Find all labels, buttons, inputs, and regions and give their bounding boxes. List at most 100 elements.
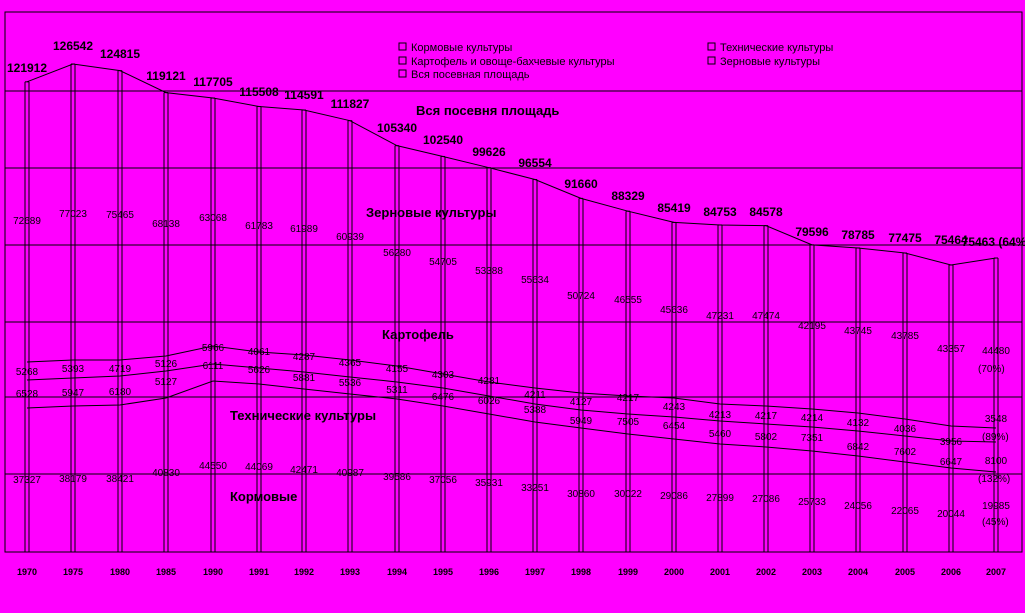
value-label-potato-1997: 4211 <box>524 390 546 401</box>
pct-label-fodder-2007: (45%) <box>982 517 1009 528</box>
value-label-technical-2002: 5802 <box>755 432 778 443</box>
value-label-fodder-2000: 29086 <box>660 491 688 502</box>
value-label-technical-1975: 5947 <box>62 388 85 399</box>
legend-swatch-grain <box>707 56 716 65</box>
value-label-fodder-1997: 33251 <box>521 483 549 494</box>
value-label-fodder-2001: 27899 <box>706 493 734 504</box>
x-tick-label-2002: 2002 <box>756 567 776 577</box>
value-label-technical-1992: 5881 <box>293 373 316 384</box>
annotation-fodder: Кормовые <box>230 489 297 504</box>
value-label-technical-1994: 5311 <box>386 385 408 396</box>
value-label-potato-1994: 4155 <box>386 364 409 375</box>
value-label-total-1992: 114591 <box>284 88 324 102</box>
value-label-fodder-1999: 30022 <box>614 489 642 500</box>
x-tick-label-1998: 1998 <box>571 567 591 577</box>
label-layer: 121912 126542 124815 119121 117705 115508 1145… <box>7 39 1025 577</box>
value-label-total-2007: 75463 (64%) <box>962 235 1025 249</box>
value-label-fodder-1970: 37327 <box>13 475 41 486</box>
value-label-grain-1999: 46555 <box>614 295 642 306</box>
value-label-grain-2004: 43745 <box>844 326 872 337</box>
x-tick-label-1995: 1995 <box>433 567 453 577</box>
legend-label-grain: Зерновые культуры <box>720 56 820 68</box>
value-label-technical-1999: 7505 <box>617 417 640 428</box>
value-label-technical-1998: 5949 <box>570 416 593 427</box>
x-tick-label-1970: 1970 <box>17 567 37 577</box>
value-label-potato-2007: 3548 <box>985 414 1008 425</box>
value-label-grain-1980: 75465 <box>106 210 134 221</box>
value-label-total-1993: 111827 <box>331 97 370 111</box>
value-label-technical-1970: 6528 <box>16 389 39 400</box>
value-label-grain-1997: 55634 <box>521 275 549 286</box>
value-label-grain-2003: 42195 <box>798 321 826 332</box>
pct-label-technical-2007: (132%) <box>978 474 1010 485</box>
legend-swatch-total <box>398 69 407 78</box>
x-tick-label-1993: 1993 <box>340 567 360 577</box>
value-label-total-1985: 119121 <box>146 69 186 83</box>
value-label-fodder-1980: 38421 <box>106 474 134 485</box>
value-label-fodder-2004: 24056 <box>844 501 872 512</box>
x-tick-label-1994: 1994 <box>387 567 407 577</box>
value-label-total-2006: 75464 <box>934 233 968 247</box>
value-label-total-2001: 84753 <box>703 205 737 219</box>
value-label-fodder-1990: 44550 <box>199 461 227 472</box>
value-label-potato-2000: 4243 <box>663 402 686 413</box>
value-label-technical-2006: 6647 <box>940 457 963 468</box>
value-label-grain-2000: 45636 <box>660 305 688 316</box>
value-label-total-1996: 99626 <box>472 145 506 159</box>
value-label-grain-1990: 63068 <box>199 213 227 224</box>
value-label-total-2005: 77475 <box>888 231 922 245</box>
value-label-potato-1975: 5393 <box>62 364 85 375</box>
value-label-technical-1991: 5626 <box>248 365 271 376</box>
legend-label-technical: Технические культуры <box>720 42 833 54</box>
legend-swatch-fodder <box>398 42 407 51</box>
value-label-grain-1992: 61989 <box>290 224 318 235</box>
value-label-potato-2005: 4036 <box>894 424 917 435</box>
annotation-total: Вся посевня площадь <box>416 103 559 118</box>
value-label-potato-1985: 5126 <box>155 359 178 370</box>
value-label-total-2000: 85419 <box>657 201 691 215</box>
value-label-technical-2007: 8100 <box>985 456 1008 467</box>
x-tick-label-2003: 2003 <box>802 567 822 577</box>
value-label-technical-2001: 5460 <box>709 429 732 440</box>
value-label-technical-1996: 6026 <box>478 396 501 407</box>
value-label-total-2003: 79596 <box>795 225 829 239</box>
value-label-grain-2006: 43357 <box>937 344 965 355</box>
value-label-technical-1995: 6476 <box>432 392 455 403</box>
value-label-total-1997: 96554 <box>518 156 552 170</box>
annotation-grain: Зерновые культуры <box>366 205 497 220</box>
value-label-potato-1999: 4217 <box>617 393 640 404</box>
x-tick-label-2007: 2007 <box>986 567 1006 577</box>
value-label-potato-1996: 4281 <box>478 376 501 387</box>
value-label-grain-2007: 44480 <box>982 346 1010 357</box>
value-label-potato-1995: 4303 <box>432 370 455 381</box>
value-label-potato-2001: 4213 <box>709 410 732 421</box>
x-tick-label-2004: 2004 <box>848 567 868 577</box>
value-label-total-1990: 117705 <box>193 75 233 89</box>
value-label-potato-1970: 5268 <box>16 367 39 378</box>
pct-label-potato-2007: (89%) <box>982 432 1009 443</box>
grid-layer <box>4 11 1023 553</box>
value-label-grain-1993: 60939 <box>336 232 364 243</box>
value-label-total-2002: 84578 <box>749 205 783 219</box>
series-line-fodder <box>26 380 997 473</box>
x-tick-label-2001: 2001 <box>710 567 730 577</box>
value-label-fodder-1994: 39586 <box>383 472 411 483</box>
value-label-fodder-1975: 38179 <box>59 474 87 485</box>
legend-label-potato: Картофель и овоще-бахчевые культуры <box>411 56 615 68</box>
x-tick-label-2005: 2005 <box>895 567 915 577</box>
value-label-fodder-1992: 42471 <box>290 465 318 476</box>
value-label-grain-1998: 50724 <box>567 291 595 302</box>
value-label-grain-1985: 68138 <box>152 219 180 230</box>
value-label-potato-2002: 4217 <box>755 411 778 422</box>
x-tick-label-1975: 1975 <box>63 567 83 577</box>
series-line-potato <box>26 345 997 429</box>
x-tick-label-1991: 1991 <box>249 567 269 577</box>
value-label-grain-1991: 61783 <box>245 221 273 232</box>
value-label-fodder-2007: 19985 <box>982 501 1010 512</box>
value-label-fodder-2003: 25733 <box>798 497 826 508</box>
value-label-fodder-1996: 35931 <box>475 478 503 489</box>
legend-swatch-potato <box>398 56 407 65</box>
value-label-fodder-1993: 40987 <box>336 468 364 479</box>
